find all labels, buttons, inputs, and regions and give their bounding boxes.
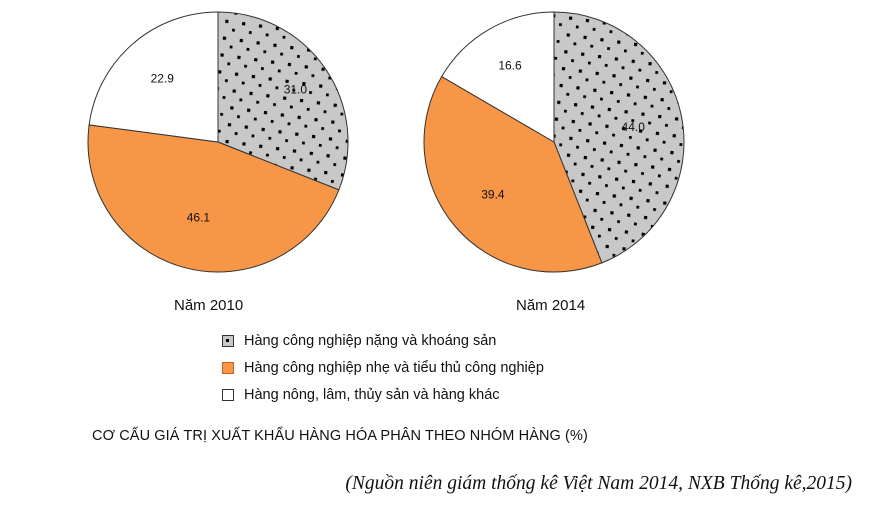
- legend-item-heavy: Hàng công nghiệp nặng và khoáng sản: [222, 327, 544, 354]
- slice-label-1-1: 39.4: [481, 188, 505, 202]
- legend-swatch-orange: [222, 361, 234, 374]
- legend-swatch-white: [222, 388, 234, 401]
- legend-item-light: Hàng công nghiệp nhẹ và tiểu thủ công ng…: [222, 354, 544, 381]
- year-label-2014: Năm 2014: [516, 297, 586, 314]
- year-label-2010: Năm 2010: [174, 297, 244, 314]
- slice-0-2: [88, 11, 219, 143]
- legend-label-light: Hàng công nghiệp nhẹ và tiểu thủ công ng…: [244, 359, 544, 376]
- legend-swatch-dotted: [222, 334, 234, 347]
- chart-caption: CƠ CẤU GIÁ TRỊ XUẤT KHẨU HÀNG HÓA PHÂN T…: [92, 428, 588, 444]
- legend-label-heavy: Hàng công nghiệp nặng và khoáng sản: [244, 332, 497, 349]
- legend: Hàng công nghiệp nặng và khoáng sản Hàng…: [222, 327, 544, 408]
- pie-2014: 44.0 39.4 16.6: [423, 11, 685, 273]
- slice-1-2: [441, 11, 555, 143]
- legend-item-agri: Hàng nông, lâm, thủy sản và hàng khác: [222, 381, 544, 408]
- slice-0-1: [87, 124, 340, 273]
- pie-2010: 31.0 46.1 22.9: [87, 11, 349, 273]
- slice-1-0: [553, 11, 685, 264]
- slice-label-1-0: 44.0: [622, 120, 646, 134]
- slice-label-1-2: 16.6: [498, 58, 522, 72]
- slice-label-0-2: 22.9: [151, 71, 175, 85]
- slice-1-1: [423, 75, 603, 273]
- slice-label-0-1: 46.1: [187, 211, 211, 225]
- slice-0-0: [217, 11, 349, 191]
- slice-label-0-0: 31.0: [284, 82, 308, 96]
- legend-label-agri: Hàng nông, lâm, thủy sản và hàng khác: [244, 386, 500, 403]
- source-note: (Nguồn niên giám thống kê Việt Nam 2014,…: [345, 473, 852, 494]
- pie-charts: 31.0 46.1 22.9 44.0 39.4 16.6: [87, 11, 685, 273]
